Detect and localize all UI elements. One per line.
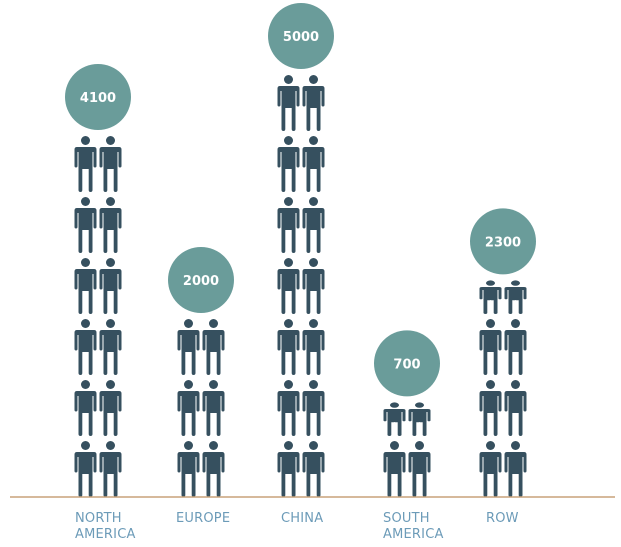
person-icon-south-america-0 (383, 441, 406, 497)
person-icon-china-7 (302, 258, 325, 314)
value-label-china: 5000 (283, 30, 319, 45)
value-label-europe: 2000 (183, 274, 219, 289)
person-icon-europe-3 (202, 380, 225, 436)
person-icon-china-6 (277, 258, 300, 314)
person-icon-north-america-5 (99, 319, 122, 375)
person-icon-china-4 (277, 319, 300, 375)
person-icon-north-america-3 (99, 380, 122, 436)
person-icon-europe-4 (177, 319, 200, 375)
person-icon-north-america-9 (99, 197, 122, 253)
person-icon-north-america-11 (99, 136, 122, 192)
person-icon-europe-2 (177, 380, 200, 436)
person-icon-south-america-1 (408, 441, 431, 497)
category-label-south-america: SOUTH AMERICA (383, 511, 444, 542)
person-icon-north-america-0 (74, 441, 97, 497)
person-icon-china-13 (302, 75, 325, 131)
person-icon-north-america-7 (99, 258, 122, 314)
value-label-north-america: 4100 (80, 91, 116, 106)
person-icon-row-0 (479, 441, 502, 497)
value-label-row: 2300 (485, 235, 521, 250)
person-icon-south-america-3 (408, 402, 431, 436)
category-label-europe: EUROPE (176, 511, 231, 526)
bubbles-layer: 4100 2000 5000 700 2300 (65, 3, 536, 397)
person-icon-china-10 (277, 136, 300, 192)
person-icon-north-america-2 (74, 380, 97, 436)
person-icon-row-7 (504, 280, 527, 314)
person-icon-north-america-4 (74, 319, 97, 375)
value-bubble-china (268, 3, 334, 69)
value-bubble-north-america (65, 64, 131, 130)
value-bubble-south-america (374, 330, 440, 397)
person-icon-china-2 (277, 380, 300, 436)
person-icon-row-2 (479, 380, 502, 436)
category-label-north-america: NORTH AMERICA (75, 511, 136, 542)
category-label-china: CHINA (281, 511, 324, 526)
person-icon-china-9 (302, 197, 325, 253)
person-icon-china-1 (302, 441, 325, 497)
person-icon-row-6 (479, 280, 502, 314)
person-icon-china-8 (277, 197, 300, 253)
person-icon-north-america-8 (74, 197, 97, 253)
person-icon-china-11 (302, 136, 325, 192)
value-bubble-europe (168, 247, 234, 313)
category-label-row: ROW (486, 511, 519, 526)
person-icon-europe-0 (177, 441, 200, 497)
value-bubble-row (470, 208, 536, 275)
person-icon-europe-5 (202, 319, 225, 375)
person-icon-china-3 (302, 380, 325, 436)
person-icon-row-5 (504, 319, 527, 375)
person-icon-row-1 (504, 441, 527, 497)
person-icon-china-0 (277, 441, 300, 497)
value-label-south-america: 700 (393, 357, 420, 372)
person-icon-north-america-1 (99, 441, 122, 497)
icons-layer (74, 75, 527, 497)
person-icon-row-4 (479, 319, 502, 375)
person-icon-north-america-10 (74, 136, 97, 192)
person-icon-china-12 (277, 75, 300, 131)
person-icon-row-3 (504, 380, 527, 436)
person-icon-north-america-6 (74, 258, 97, 314)
person-icon-south-america-2 (383, 402, 406, 436)
person-icon-europe-1 (202, 441, 225, 497)
person-icon-china-5 (302, 319, 325, 375)
